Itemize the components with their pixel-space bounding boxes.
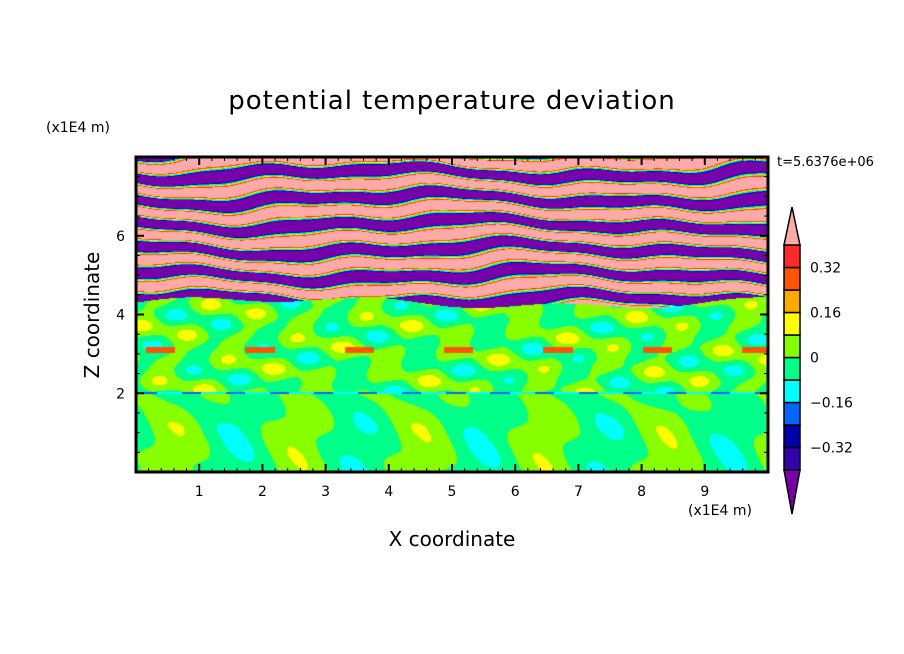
- colorbar-tick-label: −0.16: [810, 396, 853, 412]
- chart-title: potential temperature deviation: [228, 86, 676, 116]
- x-tick-label: 3: [321, 484, 330, 500]
- colorbar-tick-label: 0.32: [810, 261, 841, 277]
- x-tick-label: 7: [574, 484, 583, 500]
- colorbar-box: [783, 356, 801, 381]
- colorbar-tick-label: −0.32: [810, 441, 853, 457]
- colorbar-upper-extension: [783, 206, 801, 246]
- colorbar-box: [783, 379, 801, 404]
- y-tick-label: 2: [116, 386, 125, 402]
- x-tick-label: 4: [384, 484, 393, 500]
- x-tick-label: 9: [700, 484, 709, 500]
- contour-field: [136, 157, 768, 472]
- colorbar-box: [783, 289, 801, 314]
- colorbar-lower-extension: [783, 469, 801, 515]
- colorbar-tick-label: 0: [810, 351, 819, 367]
- colorbar-box: [783, 424, 801, 449]
- colorbar-box: [783, 266, 801, 291]
- y-unit-label: (x1E4 m): [46, 120, 110, 136]
- x-tick-label: 6: [511, 484, 520, 500]
- colorbar-box: [783, 311, 801, 336]
- x-unit-label: (x1E4 m): [688, 503, 752, 519]
- colorbar-box: [783, 244, 801, 269]
- colorbar-box: [783, 334, 801, 359]
- x-tick-label: 8: [637, 484, 646, 500]
- x-tick-label: 5: [448, 484, 457, 500]
- y-tick-label: 4: [116, 308, 125, 324]
- y-tick-label: 6: [116, 229, 125, 245]
- colorbar-box: [783, 401, 801, 426]
- colorbar-box: [783, 446, 801, 471]
- plot-frame: [134, 155, 770, 474]
- x-tick-label: 2: [258, 484, 267, 500]
- colorbar-tick-label: 0.16: [810, 306, 841, 322]
- time-annotation: t=5.6376e+06: [777, 155, 874, 170]
- x-axis-label: X coordinate: [388, 527, 516, 551]
- x-tick-label: 1: [195, 484, 204, 500]
